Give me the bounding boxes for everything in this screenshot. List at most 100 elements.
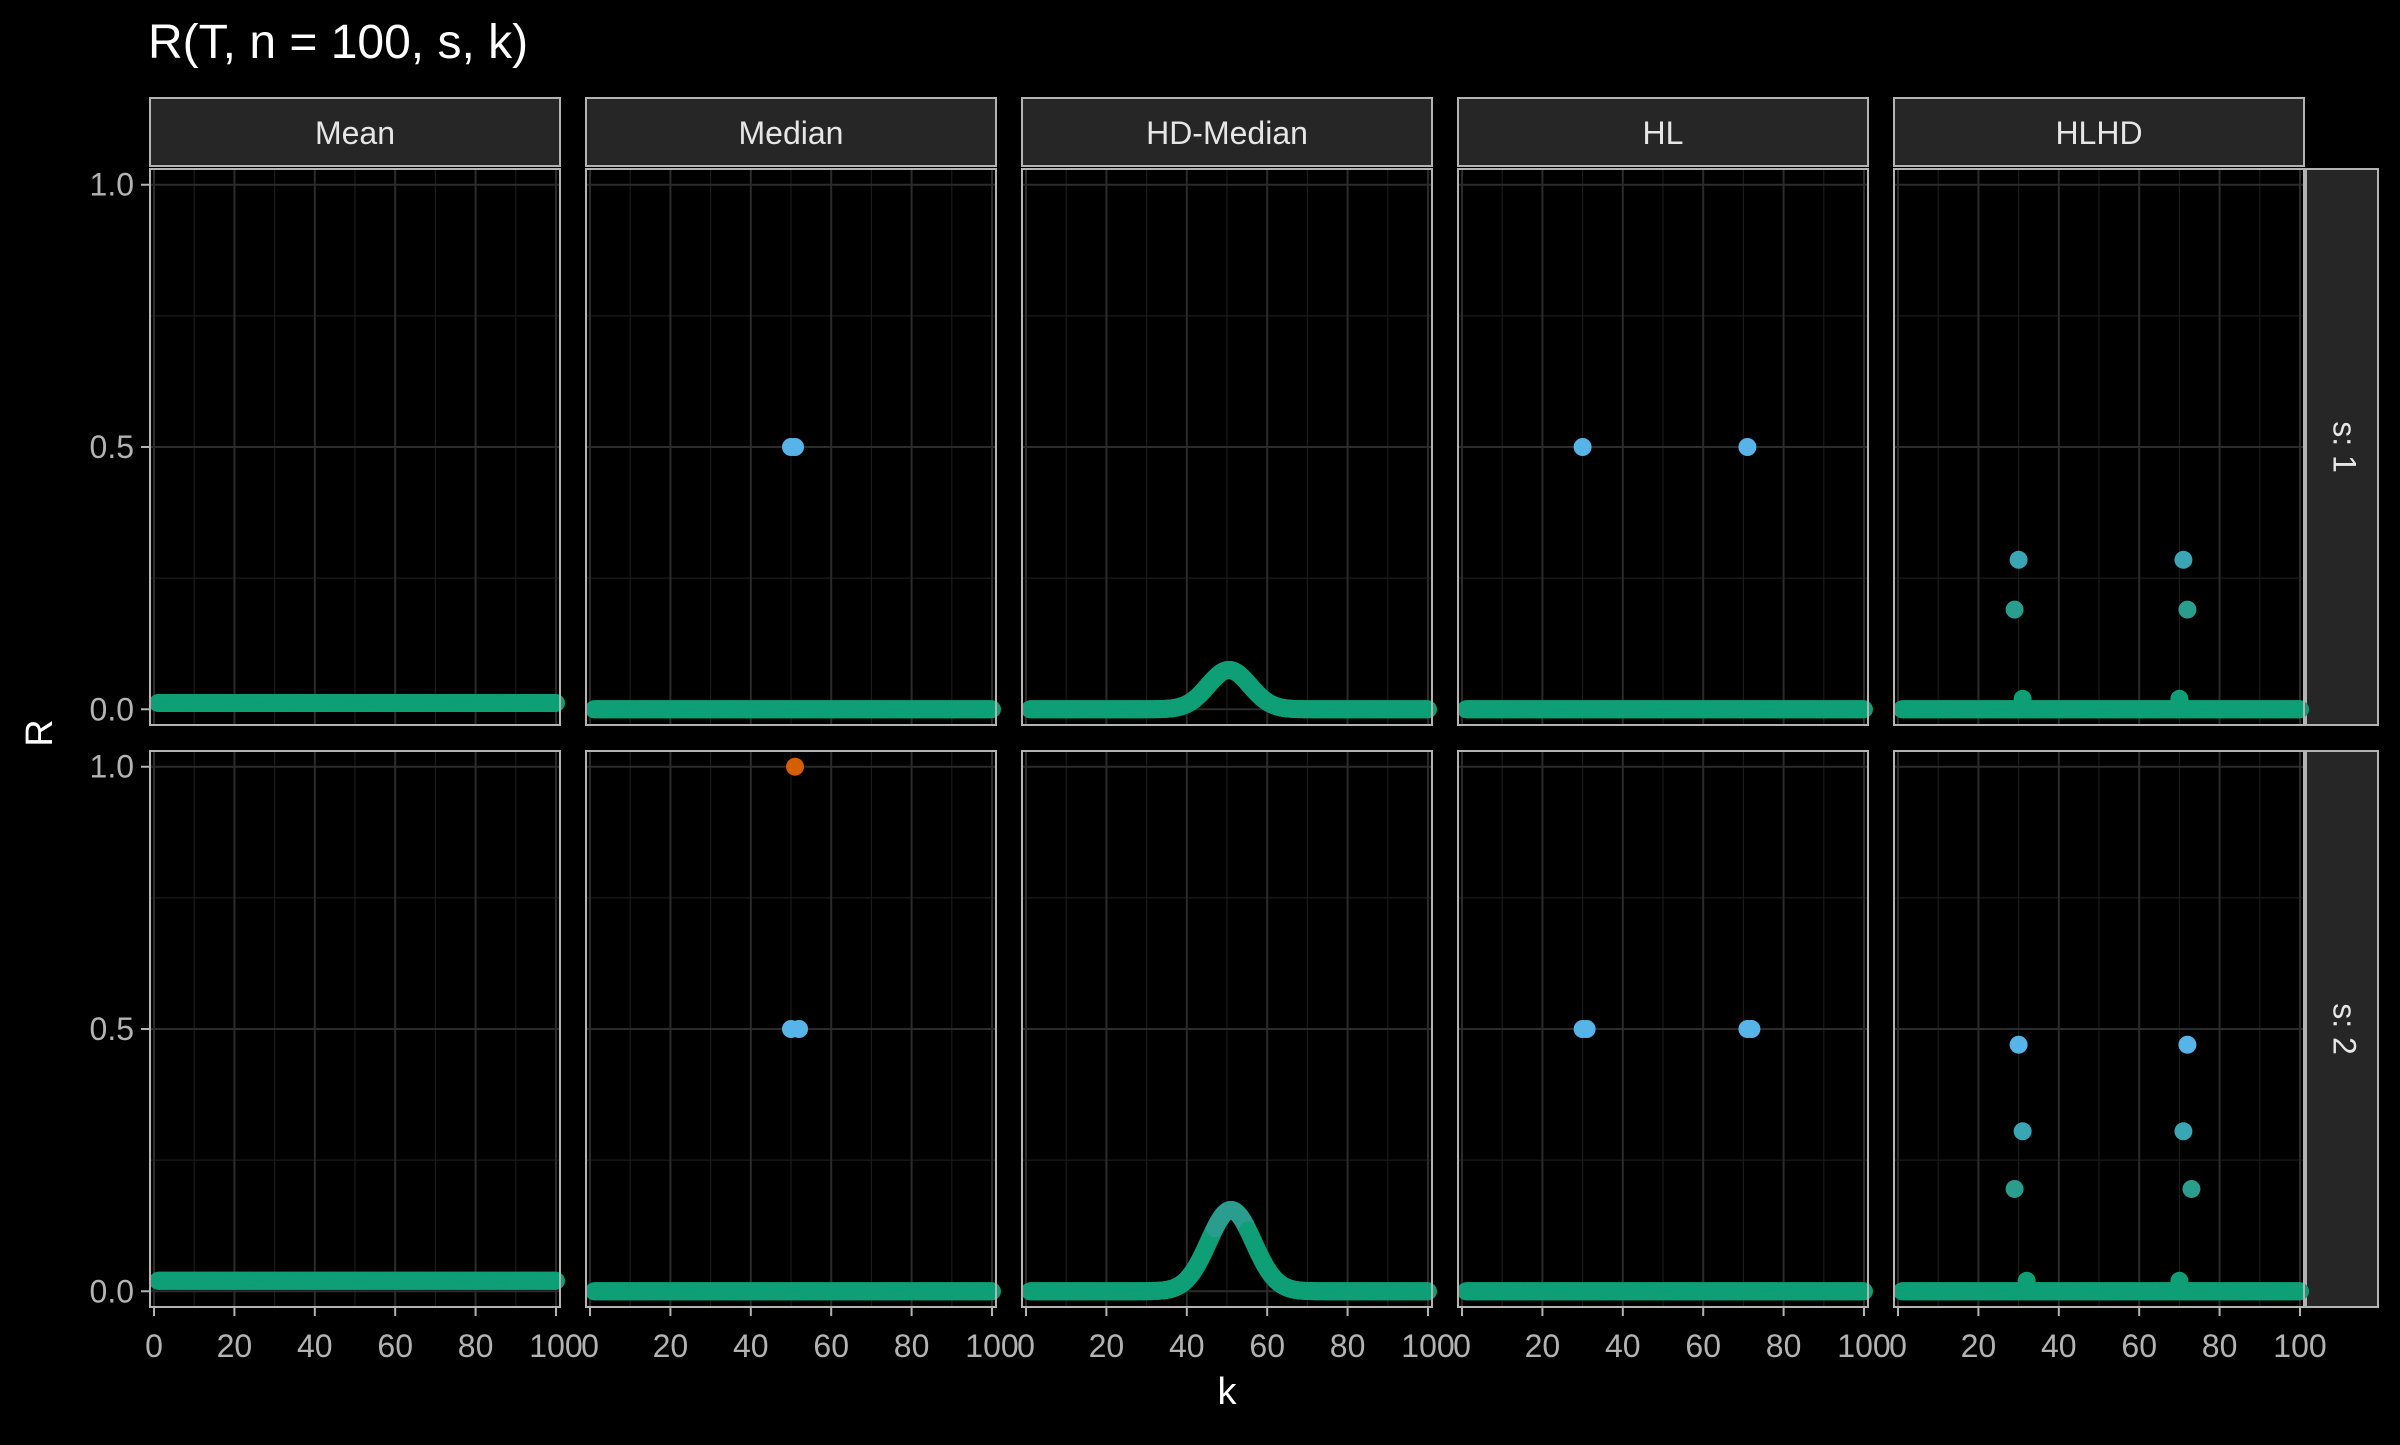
data-point (982, 700, 1001, 719)
panel-border (1893, 168, 2305, 726)
facet-panel (1457, 168, 1873, 726)
data-point (1742, 1020, 1761, 1038)
row-strip-label: s: 1 (2327, 421, 2363, 473)
panel-border (1893, 750, 2305, 1308)
x-tick-label: 20 (1961, 1328, 1997, 1364)
facet-panel (1021, 750, 1437, 1308)
data-point (982, 1282, 1001, 1301)
panel-border (1021, 168, 1433, 726)
y-tick-label: 1.0 (90, 749, 134, 785)
facet-panel (149, 750, 565, 1308)
data-point (2170, 689, 2189, 708)
facet-strip (585, 97, 997, 167)
panel-border (585, 750, 997, 1308)
x-tick-label: 0 (581, 1328, 599, 1364)
x-tick-label: 60 (2121, 1328, 2157, 1364)
x-tick-label: 80 (1330, 1328, 1366, 1364)
facet-panel (1893, 750, 2309, 1308)
facet-strip-label: HLHD (2055, 115, 2142, 151)
data-point (2290, 1282, 2309, 1301)
x-tick-label: 100 (529, 1328, 582, 1364)
data-point (2005, 600, 2024, 619)
facet-strip-label: Median (739, 115, 844, 151)
panel-border (1021, 750, 1433, 1308)
y-tick-label: 1.0 (90, 167, 134, 203)
data-point (546, 693, 565, 712)
chart-title: R(T, n = 100, s, k) (148, 16, 528, 69)
facet-strip (1893, 97, 2305, 167)
data-point (546, 1271, 565, 1290)
x-tick-label: 80 (894, 1328, 930, 1364)
data-point (786, 757, 805, 776)
facet-strip (1457, 97, 1869, 167)
facet-panel (1893, 168, 2309, 726)
facet-strip-label: HL (1643, 115, 1684, 151)
data-point (2290, 700, 2309, 719)
row-strip (2305, 168, 2379, 726)
panel-border (1457, 750, 1869, 1308)
x-tick-label: 20 (1089, 1328, 1125, 1364)
facet-strip (1021, 97, 1433, 167)
data-point (2017, 1271, 2036, 1290)
facet-panel (149, 168, 565, 726)
x-tick-label: 0 (1017, 1328, 1035, 1364)
x-tick-label: 40 (1169, 1328, 1205, 1364)
x-tick-label: 40 (733, 1328, 769, 1364)
x-tick-label: 60 (1249, 1328, 1285, 1364)
x-tick-label: 100 (2273, 1328, 2326, 1364)
x-tick-label: 40 (2041, 1328, 2077, 1364)
data-point (2182, 1179, 2201, 1198)
data-point (786, 438, 805, 456)
x-tick-label: 80 (458, 1328, 494, 1364)
x-tick-label: 20 (653, 1328, 689, 1364)
facet-panel (1021, 168, 1437, 726)
x-tick-label: 80 (2202, 1328, 2238, 1364)
x-tick-label: 60 (377, 1328, 413, 1364)
data-point (1854, 1282, 1873, 1301)
x-tick-label: 100 (1837, 1328, 1890, 1364)
x-tick-label: 0 (1889, 1328, 1907, 1364)
x-tick-label: 40 (297, 1328, 333, 1364)
data-point (2174, 550, 2193, 569)
x-tick-label: 20 (1525, 1328, 1561, 1364)
data-point (1418, 700, 1437, 719)
x-tick-label: 100 (1401, 1328, 1454, 1364)
row-strip (2305, 750, 2379, 1308)
y-tick-label: 0.5 (90, 429, 134, 465)
panel-border (585, 168, 997, 726)
data-point (2170, 1271, 2189, 1290)
data-point (2009, 550, 2028, 569)
y-tick-label: 0.0 (90, 691, 134, 727)
facet-strip-label: HD-Median (1146, 115, 1308, 151)
x-tick-label: 80 (1766, 1328, 1802, 1364)
data-point (2178, 1035, 2197, 1054)
data-point (2005, 1179, 2024, 1198)
data-point (1738, 438, 1757, 456)
facet-panel (1457, 750, 1873, 1308)
x-tick-label: 20 (217, 1328, 253, 1364)
panel-border (1457, 168, 1869, 726)
data-point (2009, 1035, 2028, 1054)
y-axis-label: R (19, 719, 61, 746)
x-tick-label: 100 (965, 1328, 1018, 1364)
data-point (1577, 1020, 1596, 1038)
data-point (1418, 1282, 1437, 1301)
panels-layer: Mean Median HD-Median HL HLHD s: 1 s: 2 0.0 0.5 1… (90, 97, 2379, 1364)
data-point (2174, 1122, 2193, 1141)
data-point (2178, 600, 2197, 619)
facet-panel (585, 750, 1001, 1308)
y-tick-label: 0.0 (90, 1273, 134, 1309)
facet-strip (149, 97, 561, 167)
x-axis-label: k (1218, 1371, 1238, 1413)
facet-strip-label: Mean (315, 115, 395, 151)
facet-panel (585, 168, 1001, 726)
data-point (790, 1020, 809, 1038)
data-point (1573, 438, 1592, 456)
row-strip-label: s: 2 (2327, 1003, 2363, 1055)
x-tick-label: 40 (1605, 1328, 1641, 1364)
data-point (2013, 1122, 2032, 1141)
x-tick-label: 60 (813, 1328, 849, 1364)
y-tick-label: 0.5 (90, 1011, 134, 1047)
